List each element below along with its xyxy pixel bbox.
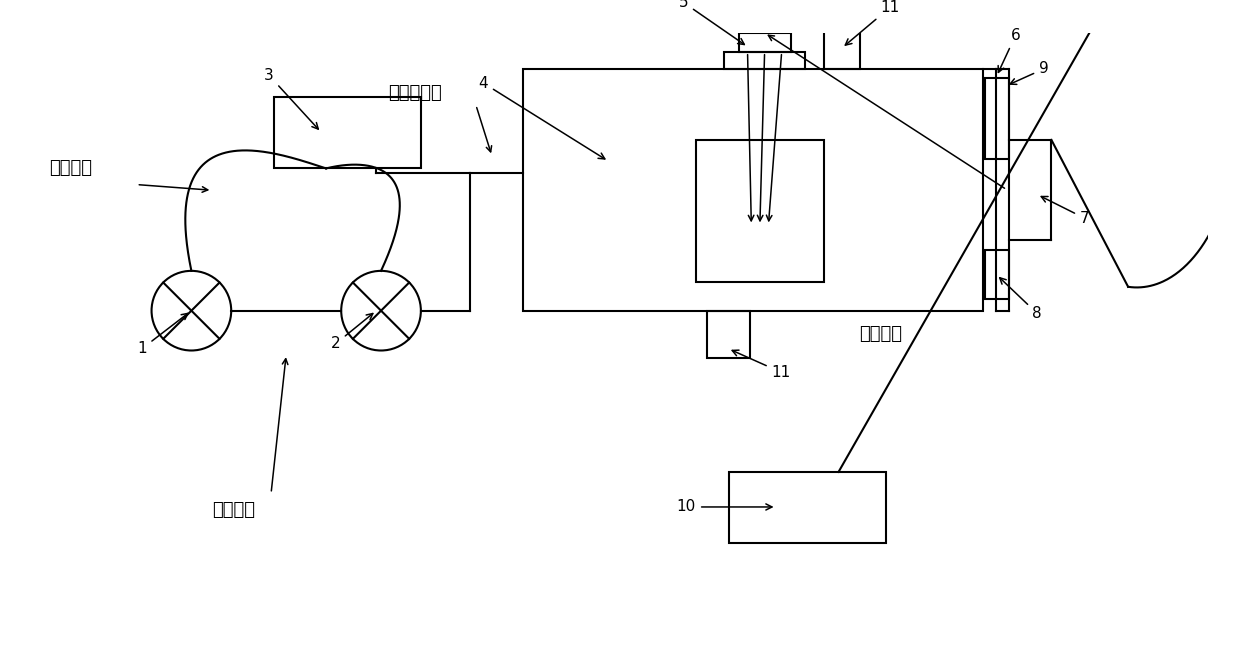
Text: 5: 5 <box>678 0 744 45</box>
Text: 1: 1 <box>138 314 187 356</box>
Text: 10: 10 <box>677 500 773 515</box>
Text: 3: 3 <box>264 68 319 129</box>
Text: 6: 6 <box>998 28 1021 73</box>
Bar <box>739 33 791 52</box>
Text: 9: 9 <box>1011 62 1049 84</box>
Text: 11: 11 <box>846 0 900 45</box>
Text: 腔室排气孔: 腔室排气孔 <box>388 84 441 102</box>
Text: 连接导电: 连接导电 <box>859 325 901 343</box>
Text: 11: 11 <box>732 350 791 380</box>
Text: 2: 2 <box>331 314 373 351</box>
Bar <box>707 310 750 358</box>
Text: 7: 7 <box>1042 196 1090 226</box>
Bar <box>274 97 420 168</box>
Text: 8: 8 <box>999 278 1042 321</box>
Bar <box>696 140 823 283</box>
Bar <box>523 69 983 310</box>
Text: 连接线缆: 连接线缆 <box>50 159 92 178</box>
Text: 排气通道: 排气通道 <box>212 501 255 519</box>
Bar <box>823 26 859 69</box>
Bar <box>985 250 1009 299</box>
Bar <box>724 52 805 69</box>
Bar <box>985 78 1009 159</box>
Bar <box>729 472 885 543</box>
Text: 4: 4 <box>479 76 605 159</box>
